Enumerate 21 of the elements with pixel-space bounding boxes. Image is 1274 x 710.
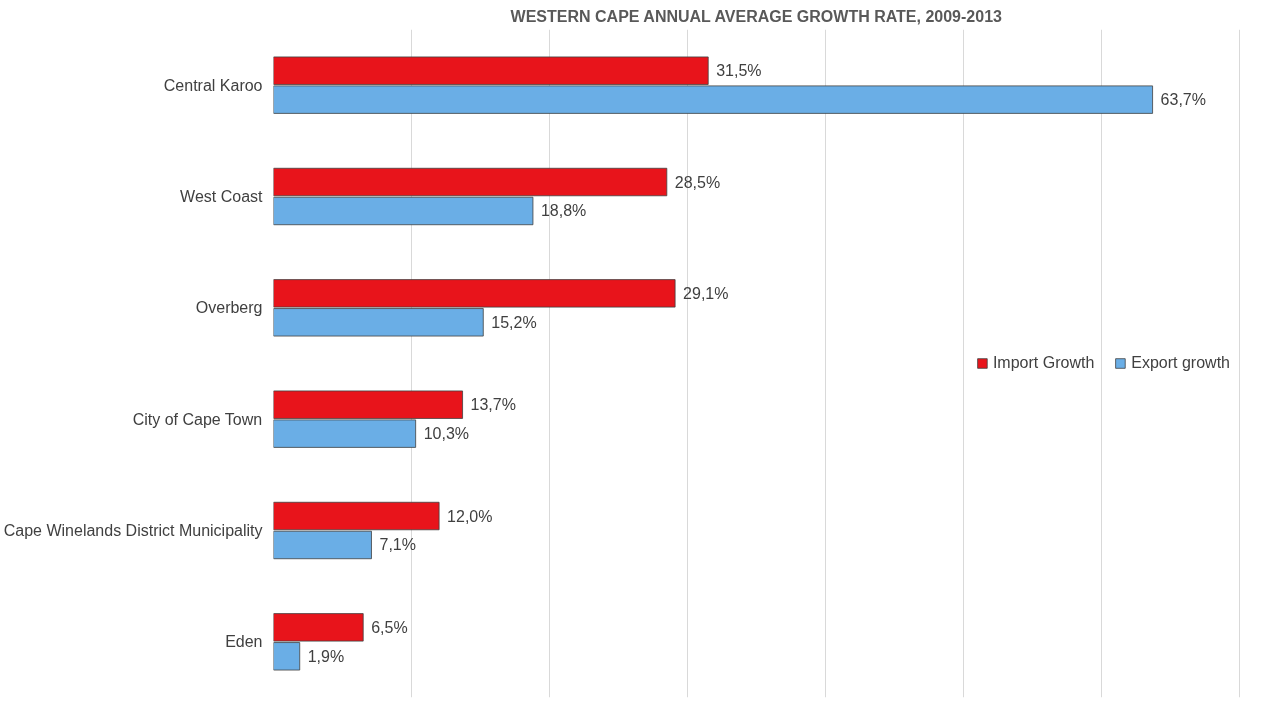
- data-label: 1,9%: [307, 647, 345, 665]
- data-label: 31,5%: [716, 62, 762, 80]
- y-tick-label: Cape Winelands District Municipality: [3, 522, 263, 539]
- y-tick-label: Eden: [225, 633, 263, 651]
- y-tick-label: Central Karoo: [163, 76, 263, 94]
- data-label: 12,0%: [447, 507, 493, 525]
- data-label: 18,8%: [540, 202, 587, 220]
- data-label: 28,5%: [674, 173, 721, 191]
- data-label: 7,1%: [379, 536, 416, 554]
- data-label: 29,1%: [683, 284, 729, 302]
- y-tick-label: West Coast: [180, 188, 264, 205]
- y-tick-label: City of Cape Town: [132, 410, 263, 428]
- chart-title: WESTERN CAPE ANNUAL AVERAGE GROWTH RATE, 2009-2013: [510, 7, 1003, 25]
- y-tick-label: Overberg: [195, 299, 263, 317]
- data-label: 13,7%: [470, 396, 516, 414]
- data-label: 63,7%: [1160, 91, 1206, 109]
- legend-label: Import Growth: [992, 354, 1095, 372]
- data-label: 10,3%: [423, 425, 470, 443]
- data-label: 15,2%: [491, 313, 537, 331]
- data-label: 6,5%: [371, 618, 408, 636]
- legend-label: Export growth: [1131, 354, 1230, 372]
